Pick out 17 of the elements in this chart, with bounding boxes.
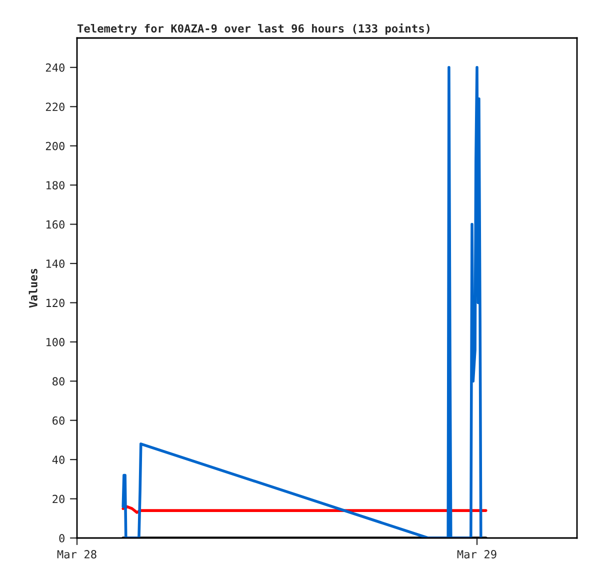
y-tick-label: 100 <box>46 338 64 346</box>
y-axis-title: Values <box>28 268 38 308</box>
x-tick-label: Mar 28 <box>57 550 96 558</box>
y-tick-label: 0 <box>59 534 64 542</box>
y-tick-label: 60 <box>52 416 64 425</box>
y-tick-label: 120 <box>46 298 64 308</box>
y-tick-label: 160 <box>46 220 64 229</box>
y-tick-label: 20 <box>52 494 64 504</box>
y-tick-label: 140 <box>46 259 64 268</box>
y-tick-label: 240 <box>46 63 64 72</box>
x-tick-label: Mar 29 <box>457 550 496 558</box>
y-tick-label: 180 <box>46 181 64 190</box>
y-tick-label: 200 <box>46 142 64 150</box>
y-tick-label: 80 <box>52 377 64 386</box>
y-tick-label: 220 <box>46 102 64 112</box>
y-tick-label: 40 <box>52 456 64 464</box>
chart-title: Telemetry for K0AZA-9 over last 96 hours (133 points) <box>77 23 430 35</box>
